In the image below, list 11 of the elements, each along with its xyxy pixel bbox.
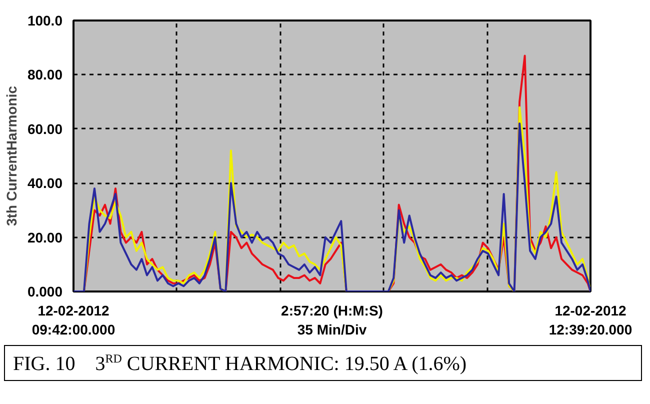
y-tick-label: 100.0 bbox=[27, 12, 63, 28]
x-tick-label: 12-02-2012 09:42:00.000 bbox=[32, 302, 116, 338]
y-tick-label: 60.00 bbox=[27, 120, 63, 137]
y-tick-label: 40.00 bbox=[27, 175, 63, 192]
caption: FIG. 10 3$^{RD}$ CURRENT HARMONIC: 19.50 A (1.6%) bbox=[13, 350, 467, 377]
y-tick-label: 0.000 bbox=[27, 284, 63, 300]
y-tick-label: 80.00 bbox=[27, 66, 63, 83]
y-axis-title: 3th CurrentHarmonic bbox=[3, 86, 20, 226]
y-tick-label: 20.00 bbox=[27, 229, 63, 246]
x-tick-label: 12-02-2012 12:39:20.000 bbox=[548, 302, 632, 338]
x-tick-label: 2:57:20 (H:M:S) 35 Min/Div bbox=[281, 302, 383, 338]
